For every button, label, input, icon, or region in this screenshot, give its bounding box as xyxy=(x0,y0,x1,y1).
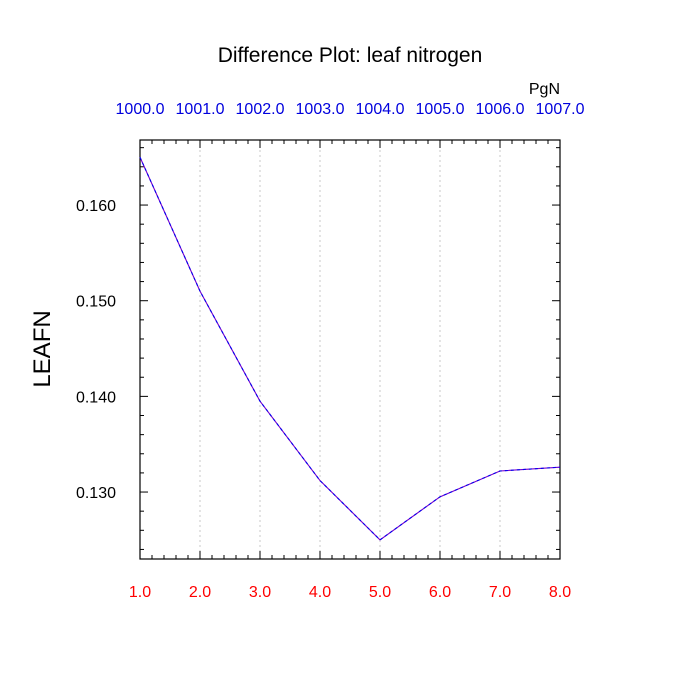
x-tick-label: 7.0 xyxy=(489,584,511,601)
x-tick-label: 8.0 xyxy=(549,584,571,601)
x-top-tick-label: 1000.0 xyxy=(116,101,165,118)
x-top-tick-label: 1002.0 xyxy=(236,101,285,118)
x-top-tick-label: 1003.0 xyxy=(296,101,345,118)
x-tick-label: 2.0 xyxy=(189,584,211,601)
tick-labels: 1.0 2.0 3.0 4.0 5.0 6.0 7.0 8.0 1000.0 1001.0 1002… xyxy=(76,101,585,601)
units-label: PgN xyxy=(529,81,560,98)
x-tick-label: 5.0 xyxy=(369,584,391,601)
x-top-tick-label: 1001.0 xyxy=(176,101,225,118)
x-top-tick-label: 1007.0 xyxy=(536,101,585,118)
x-tick-label: 1.0 xyxy=(129,584,151,601)
y-tick-label: 0.150 xyxy=(76,294,116,311)
plot-frame xyxy=(139,139,561,560)
y-axis-label: LEAFN xyxy=(29,310,56,387)
series-group xyxy=(139,156,561,541)
y-tick-label: 0.140 xyxy=(76,389,116,406)
series-line-dash xyxy=(139,156,561,541)
y-tick-label: 0.160 xyxy=(76,198,116,215)
x-tick-label: 4.0 xyxy=(309,584,331,601)
x-top-tick-label: 1006.0 xyxy=(476,101,525,118)
grid-lines xyxy=(199,140,501,559)
series-line xyxy=(139,156,561,541)
x-top-tick-label: 1005.0 xyxy=(416,101,465,118)
y-tick-label: 0.130 xyxy=(76,485,116,502)
chart-title: Difference Plot: leaf nitrogen xyxy=(218,44,483,67)
x-top-tick-label: 1004.0 xyxy=(356,101,405,118)
x-tick-label: 6.0 xyxy=(429,584,451,601)
axis-ticks xyxy=(139,140,561,559)
x-tick-label: 3.0 xyxy=(249,584,271,601)
